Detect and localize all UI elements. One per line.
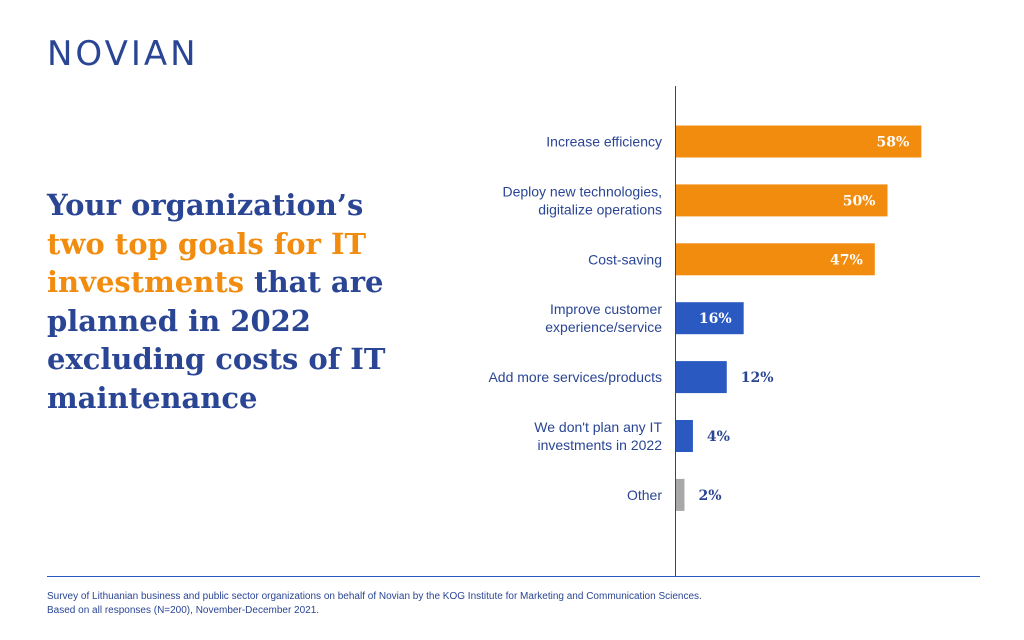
bar (676, 420, 693, 452)
category-label: Deploy new technologies, (502, 183, 662, 199)
value-label: 50% (843, 193, 876, 209)
category-label: investments in 2022 (537, 437, 662, 453)
bar (676, 125, 922, 158)
category-label: experience/service (545, 319, 662, 335)
value-label: 16% (699, 311, 732, 327)
value-label: 4% (707, 429, 730, 445)
headline-highlight: two top goals for IT investments (47, 226, 367, 300)
bar (676, 478, 685, 511)
novian-logo: NOVIAN (47, 34, 199, 74)
value-label: 47% (830, 252, 863, 268)
source-line-2: Based on all responses (N=200), November… (47, 605, 320, 616)
bar (676, 184, 888, 217)
headline-part2: that are planned in 2022 excluding costs… (47, 265, 386, 415)
category-label: Increase efficiency (546, 134, 662, 150)
category-label: Improve customer (550, 301, 662, 317)
category-label: Cost-saving (588, 251, 662, 267)
headline: Your organization’s two top goals for IT… (47, 186, 407, 417)
value-label: 2% (698, 488, 721, 504)
headline-part1: Your organization’s (47, 188, 364, 222)
source-note: Survey of Lithuanian business and public… (47, 590, 702, 618)
category-label: Add more services/products (488, 369, 662, 385)
bar (676, 243, 875, 276)
value-label: 58% (877, 135, 910, 151)
value-label: 12% (741, 370, 774, 386)
category-label: digitalize operations (538, 201, 662, 217)
bar (676, 302, 744, 335)
category-label: We don't plan any IT (534, 419, 662, 435)
source-line-1: Survey of Lithuanian business and public… (47, 591, 702, 602)
bar (676, 361, 727, 394)
category-label: Other (627, 487, 662, 503)
